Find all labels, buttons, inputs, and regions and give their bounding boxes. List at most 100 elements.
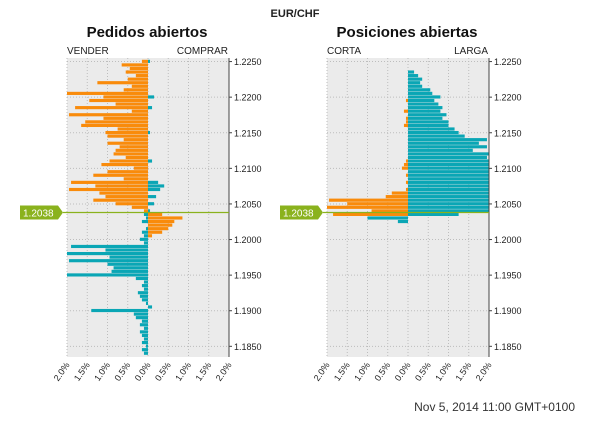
orange-bar bbox=[113, 152, 148, 156]
teal-bar bbox=[135, 276, 148, 281]
orange-bar bbox=[405, 173, 408, 177]
orange-bar bbox=[329, 198, 408, 202]
teal-bar bbox=[148, 59, 151, 63]
price-tick-label: 1.2250 bbox=[494, 57, 522, 67]
x-tick-label: 0.5% bbox=[112, 360, 132, 383]
x-tick-label: 2.0% bbox=[52, 360, 72, 383]
teal-bar bbox=[408, 77, 423, 81]
x-tick-label: 0.5% bbox=[153, 360, 173, 383]
orange-bar bbox=[131, 109, 148, 113]
price-tick-label: 1.1900 bbox=[494, 306, 522, 316]
teal-bar bbox=[148, 305, 153, 309]
orange-bar bbox=[405, 180, 408, 184]
orange-bar bbox=[403, 109, 408, 113]
figure-title: EUR/CHF bbox=[271, 8, 320, 20]
teal-bar bbox=[139, 323, 148, 327]
orange-bar bbox=[123, 177, 148, 181]
teal-bar bbox=[143, 326, 148, 330]
orange-bar bbox=[71, 180, 148, 184]
teal-bar bbox=[139, 237, 148, 241]
x-tick-label: 1.0% bbox=[352, 360, 372, 383]
x-tick-label: 1.0% bbox=[433, 360, 453, 383]
teal-bar bbox=[148, 184, 165, 188]
teal-bar bbox=[105, 248, 148, 252]
orange-bar bbox=[99, 191, 148, 195]
teal-bar bbox=[367, 216, 408, 220]
orange-bar bbox=[93, 173, 148, 177]
teal-bar bbox=[145, 301, 148, 305]
orange-bar bbox=[133, 166, 148, 170]
orange-bar bbox=[125, 70, 148, 74]
teal-bar bbox=[408, 170, 489, 174]
price-tick-label: 1.1950 bbox=[234, 271, 262, 281]
orange-bar bbox=[148, 223, 173, 227]
teal-bar bbox=[408, 74, 419, 78]
teal-bar bbox=[408, 212, 459, 216]
orange-bar bbox=[81, 123, 148, 128]
price-tick-label: 1.2250 bbox=[234, 57, 262, 67]
teal-bar bbox=[408, 173, 489, 177]
teal-bar bbox=[408, 202, 489, 206]
teal-bar bbox=[67, 251, 148, 256]
orange-bar bbox=[129, 66, 148, 71]
orange-bar bbox=[391, 191, 408, 195]
price-tick-label: 1.2150 bbox=[234, 128, 262, 138]
teal-bar bbox=[408, 91, 433, 95]
orange-bar bbox=[101, 163, 148, 167]
teal-bar bbox=[139, 330, 148, 334]
orange-bar bbox=[115, 102, 148, 106]
open-orders-title: Pedidos abiertos bbox=[87, 24, 208, 41]
teal-bar bbox=[408, 109, 441, 113]
teal-bar bbox=[408, 166, 489, 170]
orange-bar bbox=[405, 120, 408, 124]
long-side-label: LARGA bbox=[454, 46, 488, 57]
teal-bar bbox=[143, 212, 148, 216]
x-tick-label: 0.5% bbox=[413, 360, 433, 383]
teal-bar bbox=[408, 113, 447, 117]
teal-bar bbox=[143, 241, 148, 245]
x-tick-label: 0.0% bbox=[133, 360, 153, 383]
teal-bar bbox=[408, 130, 459, 135]
orange-bar bbox=[107, 134, 148, 138]
orange-bar bbox=[405, 98, 408, 103]
orange-bar bbox=[405, 159, 408, 163]
price-tick-label: 1.1850 bbox=[494, 342, 522, 352]
price-tick-label: 1.2050 bbox=[494, 199, 522, 209]
orange-bar bbox=[385, 195, 408, 199]
orange-bar bbox=[333, 212, 408, 216]
teal-bar bbox=[148, 159, 153, 163]
teal-bar bbox=[141, 348, 148, 352]
orange-bar bbox=[95, 184, 148, 188]
teal-bar bbox=[109, 255, 148, 259]
teal-bar bbox=[408, 138, 487, 142]
orange-bar bbox=[103, 95, 148, 99]
teal-bar bbox=[148, 202, 155, 206]
orange-bar bbox=[148, 234, 153, 238]
teal-bar bbox=[67, 273, 148, 277]
x-tick-label: 2.0% bbox=[474, 360, 494, 383]
orange-bar bbox=[401, 166, 408, 170]
current-price-label: 1.2038 bbox=[23, 208, 54, 219]
orange-bar bbox=[403, 163, 408, 167]
timestamp: Nov 5, 2014 11:00 GMT+0100 bbox=[414, 400, 575, 414]
teal-bar bbox=[408, 209, 489, 213]
teal-bar bbox=[91, 308, 148, 313]
orange-bar bbox=[148, 216, 183, 220]
orange-bar bbox=[148, 227, 169, 231]
teal-bar bbox=[408, 145, 487, 149]
teal-bar bbox=[141, 333, 148, 338]
teal-bar bbox=[141, 340, 148, 345]
price-tick-label: 1.2200 bbox=[234, 93, 262, 103]
orange-bar bbox=[405, 116, 408, 120]
teal-bar bbox=[408, 116, 443, 120]
price-tick-label: 1.2000 bbox=[494, 235, 522, 245]
teal-bar bbox=[71, 244, 148, 249]
teal-bar bbox=[408, 102, 439, 106]
orange-bar bbox=[115, 202, 148, 206]
teal-bar bbox=[408, 141, 479, 145]
teal-bar bbox=[408, 88, 431, 92]
teal-bar bbox=[143, 337, 148, 341]
teal-bar bbox=[148, 106, 153, 110]
orange-bar bbox=[405, 187, 408, 192]
x-tick-label: 2.0% bbox=[214, 360, 234, 383]
